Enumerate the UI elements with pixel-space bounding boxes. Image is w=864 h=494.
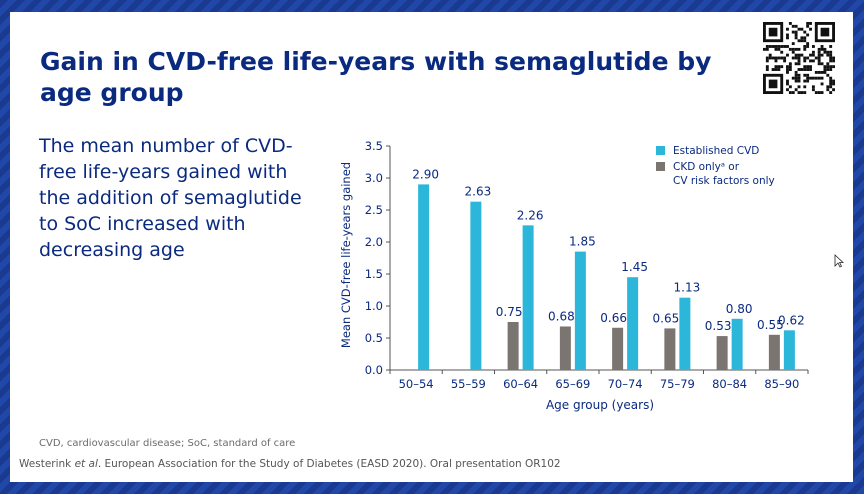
bar-chart: 0.0 0.5 1.0 1.5 2.0 2.5 3.0 3.5 50–54 55–59 60–64… (339, 139, 809, 412)
citation-etal: et al (74, 458, 98, 470)
bar (731, 318, 743, 370)
data-label: 2.90 (412, 167, 439, 181)
slide-body-text: The mean number of CVD-free life-years g… (39, 135, 302, 261)
data-label: 1.85 (569, 235, 596, 249)
qr-code-icon (763, 22, 835, 94)
citation: Westerink et al. European Association fo… (19, 458, 561, 470)
y-tick-label: 1.5 (365, 267, 383, 281)
bar (470, 201, 482, 370)
x-tick-label: 70–74 (608, 377, 643, 391)
slide: Gain in CVD-free life-years with semaglu… (10, 12, 853, 482)
data-label: 0.80 (726, 302, 753, 316)
y-tick-label: 2.0 (365, 235, 383, 249)
legend: Established CVD CKD onlyᵃ or CV risk facto… (656, 145, 775, 187)
bar (679, 297, 691, 370)
x-axis-label: Age group (years) (546, 398, 654, 412)
x-tick-label: 55–59 (451, 377, 486, 391)
bar (574, 251, 586, 370)
data-label: 0.55 (757, 318, 784, 332)
data-label: 0.53 (705, 319, 732, 333)
y-tick-label: 2.5 (365, 203, 383, 217)
bar (559, 326, 571, 370)
x-tick-label: 60–64 (503, 377, 538, 391)
bar (612, 327, 624, 370)
bar (507, 322, 519, 370)
bar (522, 225, 534, 370)
y-tick-label: 3.5 (365, 139, 383, 153)
citation-author: Westerink (19, 458, 72, 470)
legend-label: CV risk factors only (673, 175, 775, 187)
y-tick-label: 0.5 (365, 331, 383, 345)
y-axis-label: Mean CVD-free life-years gained (339, 162, 353, 348)
y-axis: 0.0 0.5 1.0 1.5 2.0 2.5 3.0 3.5 (365, 139, 391, 377)
y-tick-label: 3.0 (365, 171, 383, 185)
y-tick-label: 1.0 (365, 299, 383, 313)
data-label: 2.26 (517, 208, 544, 222)
x-tick-label: 65–69 (555, 377, 590, 391)
bar (768, 334, 780, 370)
bar (418, 184, 430, 370)
x-axis: 50–54 55–59 60–64 65–69 70–74 75–79 80–84 85–90 (389, 369, 809, 391)
bar (716, 336, 728, 370)
slide-title: Gain in CVD-free life-years with semaglu… (40, 47, 712, 107)
footnote: CVD, cardiovascular disease; SoC, standa… (39, 438, 296, 449)
data-label: 1.13 (674, 281, 701, 295)
bar (783, 330, 795, 370)
x-tick-label: 50–54 (399, 377, 434, 391)
x-tick-label: 75–79 (660, 377, 695, 391)
legend-swatch (656, 162, 665, 171)
legend-swatch (656, 146, 665, 155)
data-label: 0.62 (778, 313, 805, 327)
data-label: 0.66 (600, 311, 627, 325)
data-label: 0.65 (653, 311, 680, 325)
citation-rest: . European Association for the Study of … (97, 458, 561, 470)
legend-label: Established CVD (673, 145, 759, 157)
bar (627, 277, 639, 370)
x-tick-label: 85–90 (764, 377, 799, 391)
x-tick-label: 80–84 (712, 377, 747, 391)
bar (664, 328, 676, 370)
data-label: 0.68 (548, 309, 575, 323)
bars: 0.75 0.68 0.66 0.65 0.53 0.55 2.90 2.63 2.26 1.85… (412, 167, 805, 370)
legend-label: CKD onlyᵃ or (673, 161, 740, 173)
cursor-icon (834, 254, 844, 268)
data-label: 0.75 (496, 305, 523, 319)
y-tick-label: 0.0 (365, 363, 383, 377)
data-label: 1.45 (621, 260, 648, 274)
data-label: 2.63 (465, 185, 492, 199)
